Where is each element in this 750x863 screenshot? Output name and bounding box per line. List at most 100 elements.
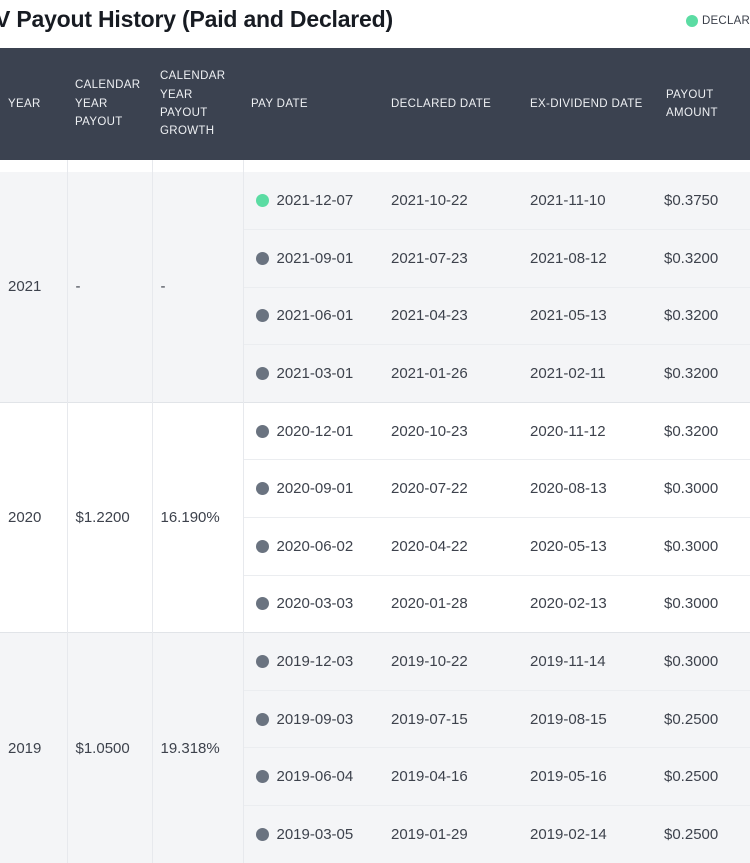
cell-ex-dividend-date: 2019-05-16 bbox=[522, 747, 658, 806]
col-header-year: YEAR bbox=[0, 48, 67, 160]
declared-legend: DECLARED bbox=[686, 15, 750, 27]
gap-cell bbox=[67, 160, 153, 172]
cell-payout-amount: $0.3200 bbox=[658, 229, 750, 288]
cell-calendar-year-payout-growth: - bbox=[152, 172, 244, 403]
paid-dot-icon bbox=[255, 251, 269, 265]
cell-year: 2021 bbox=[0, 172, 68, 403]
cell-pay-date: 2019-06-04 bbox=[243, 747, 383, 806]
cell-declared-date: 2021-04-23 bbox=[383, 286, 522, 345]
table-body: 2021- -2021-12-07 2021-10-22 2021-11-10 $0.3… bbox=[0, 160, 750, 863]
pay-date-wrap: 2019-03-05 bbox=[255, 826, 378, 843]
pay-date-wrap: 2021-09-01 bbox=[255, 250, 378, 267]
payout-row: 2020 $1.2200 16.190% 2020-12-01 2020-10-23 20… bbox=[0, 401, 750, 633]
paid-dot-icon bbox=[255, 482, 269, 496]
payout-row: 2019-06-04 2019-04-16 2019-05-16 $0.2500 bbox=[0, 747, 750, 806]
col-header-ex-dividend-date: EX-DIVIDEND DATE bbox=[522, 48, 658, 160]
payout-row: 2019-03-05 2019-01-29 2019-02-14 $0.2500 bbox=[0, 805, 750, 863]
cell-calendar-year-payout-growth: 16.190% bbox=[152, 401, 244, 633]
payout-row: 2019-09-03 2019-07-15 2019-08-15 $0.2500 bbox=[0, 689, 750, 748]
pay-date-value: 2021-03-01 bbox=[276, 365, 354, 383]
pay-date-value: 2019-09-03 bbox=[276, 710, 354, 728]
pay-date-wrap: 2020-03-03 bbox=[255, 595, 378, 613]
pay-date-wrap: 2019-09-03 bbox=[255, 710, 378, 728]
cell-payout-amount: $0.2500 bbox=[658, 747, 750, 806]
pay-date-wrap: 2019-06-04 bbox=[255, 768, 378, 785]
pay-date-wrap: 2019-12-03 bbox=[255, 653, 378, 671]
cell-declared-date: 2020-01-28 bbox=[383, 574, 522, 633]
cell-declared-date: 2020-10-23 bbox=[383, 401, 522, 460]
cell-ex-dividend-date: 2019-11-14 bbox=[522, 632, 658, 691]
paid-dot-icon bbox=[255, 655, 269, 669]
cell-declared-date: 2019-10-22 bbox=[383, 632, 522, 691]
table-header-row: YEAR CALENDAR YEAR PAYOUT CALENDAR YEAR … bbox=[0, 48, 750, 160]
cell-ex-dividend-date: 2021-02-11 bbox=[522, 344, 658, 403]
cell-declared-date: 2019-01-29 bbox=[383, 805, 522, 863]
cell-ex-dividend-date: 2021-11-10 bbox=[522, 172, 658, 230]
cell-pay-date: 2021-03-01 bbox=[243, 344, 383, 403]
cell-pay-date: 2019-12-03 bbox=[243, 632, 383, 691]
paid-dot-icon bbox=[255, 424, 269, 438]
cell-pay-date: 2021-06-01 bbox=[243, 286, 383, 345]
cell-declared-date: 2021-07-23 bbox=[383, 229, 522, 288]
pay-date-value: 2021-06-01 bbox=[276, 307, 354, 325]
cell-payout-amount: $0.3000 bbox=[658, 517, 750, 576]
pay-date-wrap: 2021-06-01 bbox=[255, 307, 378, 325]
gap-cell bbox=[243, 160, 383, 172]
cell-year: 2019 bbox=[0, 632, 68, 863]
cell-payout-amount: $0.3000 bbox=[658, 574, 750, 633]
paid-dot-icon bbox=[255, 770, 269, 784]
payout-row: 2021-03-01 2021-01-26 2021-02-11 $0.3200 bbox=[0, 344, 750, 403]
col-header-declared-date: DECLARED DATE bbox=[383, 48, 522, 160]
cell-payout-amount: $0.3000 bbox=[658, 459, 750, 518]
cell-pay-date: 2019-09-03 bbox=[243, 689, 383, 748]
pay-date-value: 2019-12-03 bbox=[276, 653, 354, 671]
paid-dot-icon bbox=[255, 712, 269, 726]
pay-date-wrap: 2020-12-01 bbox=[255, 422, 378, 440]
payout-row: 2020-06-02 2020-04-22 2020-05-13 $0.3000 bbox=[0, 517, 750, 576]
cell-pay-date: 2020-03-03 bbox=[243, 574, 383, 633]
gap-cell bbox=[152, 160, 244, 172]
col-header-payout-amount: PAYOUT AMOUNT bbox=[658, 48, 750, 160]
gap-cell bbox=[658, 160, 750, 172]
pay-date-value: 2020-06-02 bbox=[276, 537, 354, 555]
page-title: V Payout History (Paid and Declared) bbox=[0, 6, 393, 32]
header-gap-row bbox=[0, 160, 750, 172]
cell-payout-amount: $0.3000 bbox=[658, 632, 750, 691]
cell-ex-dividend-date: 2021-08-12 bbox=[522, 229, 658, 288]
col-header-calendar-year-payout: CALENDAR YEAR PAYOUT bbox=[67, 48, 152, 160]
payout-history-table: YEAR CALENDAR YEAR PAYOUT CALENDAR YEAR … bbox=[0, 48, 750, 863]
payout-row: 2021-09-01 2021-07-23 2021-08-12 $0.3200 bbox=[0, 229, 750, 288]
cell-declared-date: 2021-01-26 bbox=[383, 344, 522, 403]
paid-dot-icon bbox=[255, 367, 269, 381]
cell-ex-dividend-date: 2020-08-13 bbox=[522, 459, 658, 518]
cell-calendar-year-payout-growth: 19.318% bbox=[152, 632, 244, 863]
cell-calendar-year-payout: - bbox=[67, 172, 153, 403]
declared-legend-label: DECLARED bbox=[702, 15, 750, 27]
cell-ex-dividend-date: 2020-11-12 bbox=[522, 401, 658, 460]
cell-payout-amount: $0.3750 bbox=[658, 172, 750, 230]
cell-payout-amount: $0.3200 bbox=[658, 286, 750, 345]
col-header-pay-date: PAY DATE bbox=[243, 48, 383, 160]
cell-declared-date: 2019-04-16 bbox=[383, 747, 522, 806]
cell-calendar-year-payout: $1.2200 bbox=[67, 401, 153, 633]
pay-date-wrap: 2021-12-07 bbox=[255, 192, 378, 209]
pay-date-value: 2020-03-03 bbox=[276, 595, 354, 613]
cell-declared-date: 2020-07-22 bbox=[383, 459, 522, 518]
cell-pay-date: 2020-09-01 bbox=[243, 459, 383, 518]
pay-date-value: 2020-09-01 bbox=[276, 480, 354, 498]
pay-date-wrap: 2020-06-02 bbox=[255, 537, 378, 555]
payout-row: 2020-09-01 2020-07-22 2020-08-13 $0.3000 bbox=[0, 459, 750, 518]
payout-row: 2021-06-01 2021-04-23 2021-05-13 $0.3200 bbox=[0, 286, 750, 345]
cell-pay-date: 2021-12-07 bbox=[243, 172, 383, 230]
cell-pay-date: 2020-06-02 bbox=[243, 517, 383, 576]
cell-ex-dividend-date: 2020-05-13 bbox=[522, 517, 658, 576]
paid-dot-icon bbox=[255, 828, 269, 842]
pay-date-wrap: 2020-09-01 bbox=[255, 480, 378, 498]
cell-declared-date: 2019-07-15 bbox=[383, 689, 522, 748]
payout-row: 2019 $1.0500 19.318% 2019-12-03 2019-10-22 20… bbox=[0, 632, 750, 863]
cell-payout-amount: $0.3200 bbox=[658, 401, 750, 460]
pay-date-value: 2020-12-01 bbox=[276, 422, 354, 440]
cell-ex-dividend-date: 2019-02-14 bbox=[522, 805, 658, 863]
cell-declared-date: 2020-04-22 bbox=[383, 517, 522, 576]
